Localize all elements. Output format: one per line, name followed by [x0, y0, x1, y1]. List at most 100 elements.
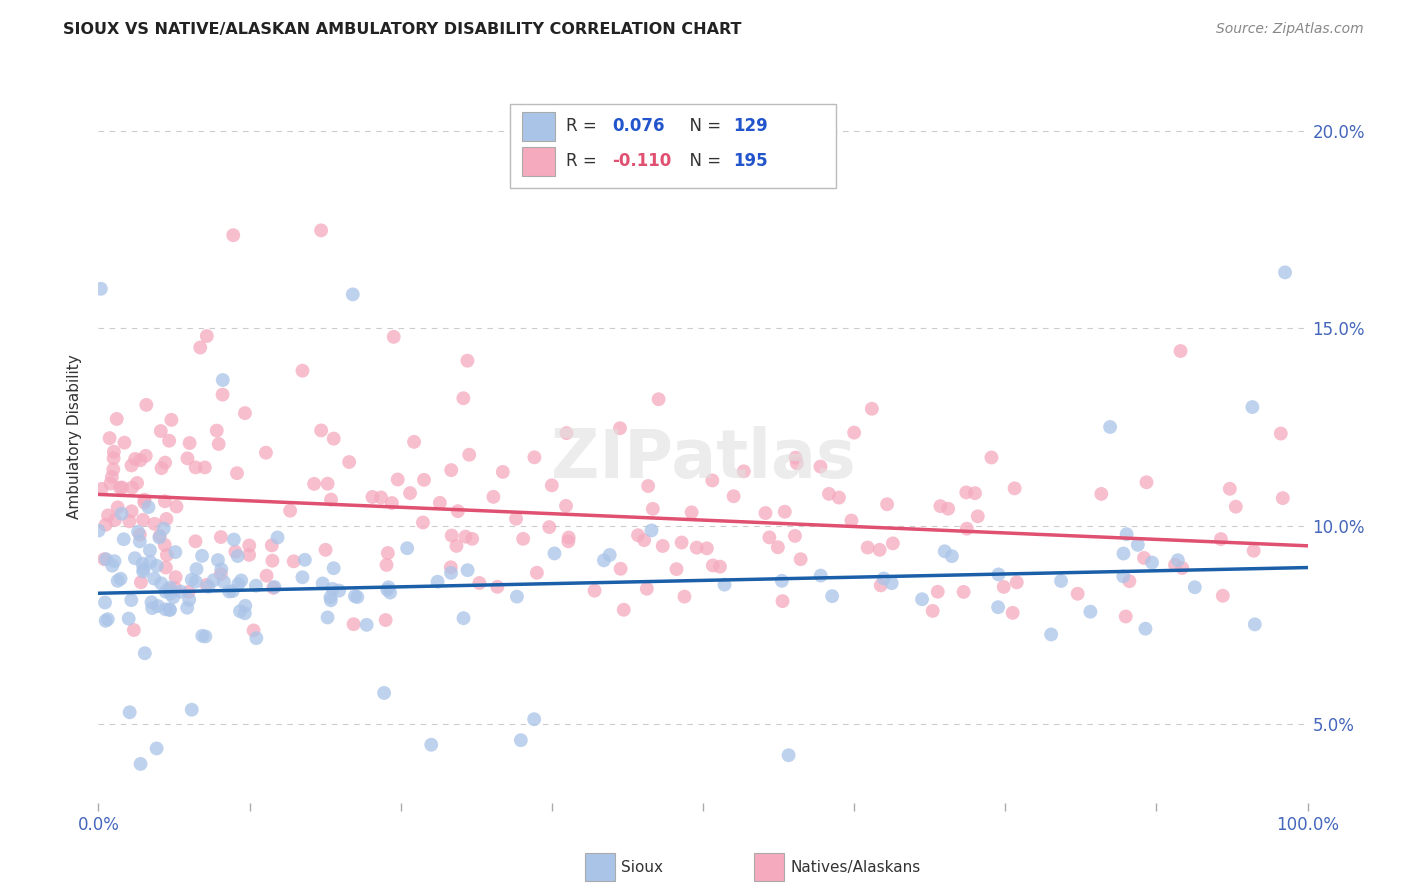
Point	[453, 391, 475, 405]
Point	[713, 577, 735, 591]
Point	[841, 514, 863, 528]
Point	[212, 574, 235, 589]
Point	[911, 592, 934, 607]
Point	[245, 579, 267, 593]
Point	[770, 574, 793, 588]
Point	[112, 533, 135, 547]
Point	[94, 614, 117, 628]
Point	[555, 499, 578, 513]
Point	[773, 505, 796, 519]
Point	[374, 613, 396, 627]
Point	[263, 580, 285, 594]
Point	[869, 542, 891, 557]
Point	[159, 603, 181, 617]
Point	[387, 473, 409, 487]
Point	[121, 504, 143, 518]
Point	[636, 582, 658, 596]
Point	[209, 562, 232, 576]
Text: 129: 129	[734, 117, 768, 136]
Point	[1243, 543, 1265, 558]
Point	[1090, 487, 1112, 501]
Point	[135, 449, 157, 463]
Point	[188, 341, 211, 355]
Point	[786, 456, 808, 470]
Point	[211, 387, 233, 401]
Point	[153, 538, 176, 552]
Point	[413, 473, 436, 487]
Point	[956, 522, 979, 536]
Point	[165, 570, 187, 584]
Point	[322, 582, 344, 596]
Point	[156, 548, 179, 562]
Point	[557, 534, 579, 549]
Point	[94, 595, 117, 609]
Point	[346, 590, 368, 604]
Point	[399, 486, 422, 500]
Point	[180, 573, 202, 587]
Text: 195: 195	[734, 153, 768, 170]
Point	[149, 529, 172, 543]
Point	[135, 398, 157, 412]
Point	[486, 580, 509, 594]
Point	[842, 425, 865, 440]
Point	[159, 603, 181, 617]
Point	[523, 450, 546, 465]
Point	[420, 738, 443, 752]
Point	[103, 462, 125, 476]
Point	[447, 504, 470, 518]
Point	[758, 530, 780, 544]
Point	[121, 481, 143, 495]
Point	[209, 567, 232, 582]
Point	[129, 453, 152, 467]
Point	[209, 530, 232, 544]
Point	[127, 524, 149, 539]
Point	[103, 554, 125, 568]
Point	[177, 585, 200, 599]
Point	[262, 581, 284, 595]
Point	[184, 534, 207, 549]
FancyBboxPatch shape	[509, 104, 837, 188]
Point	[129, 575, 152, 590]
Point	[134, 646, 156, 660]
Point	[702, 474, 724, 488]
Point	[696, 541, 718, 556]
Point	[446, 539, 468, 553]
Point	[1170, 344, 1192, 359]
Point	[176, 451, 198, 466]
Point	[141, 595, 163, 609]
Point	[1005, 575, 1028, 590]
Point	[526, 566, 548, 580]
Point	[382, 330, 405, 344]
Point	[129, 527, 152, 541]
Point	[205, 424, 228, 438]
Point	[869, 578, 891, 592]
Point	[153, 456, 176, 470]
Point	[1225, 500, 1247, 514]
Point	[921, 604, 943, 618]
Point	[876, 497, 898, 511]
Point	[94, 552, 117, 566]
Point	[122, 623, 145, 637]
Point	[1050, 574, 1073, 588]
Point	[1243, 617, 1265, 632]
Point	[87, 524, 110, 538]
Point	[162, 591, 184, 605]
Point	[789, 552, 811, 566]
Point	[856, 541, 879, 555]
Point	[785, 450, 807, 465]
Point	[641, 501, 664, 516]
Point	[373, 686, 395, 700]
Point	[1140, 556, 1163, 570]
Point	[194, 630, 217, 644]
Point	[131, 557, 153, 571]
Point	[233, 599, 256, 613]
Point	[118, 705, 141, 719]
Point	[941, 549, 963, 564]
Point	[381, 496, 404, 510]
Point	[160, 413, 183, 427]
Point	[361, 490, 384, 504]
Point	[283, 554, 305, 568]
Point	[195, 329, 218, 343]
Point	[1241, 400, 1264, 414]
Point	[157, 434, 180, 448]
